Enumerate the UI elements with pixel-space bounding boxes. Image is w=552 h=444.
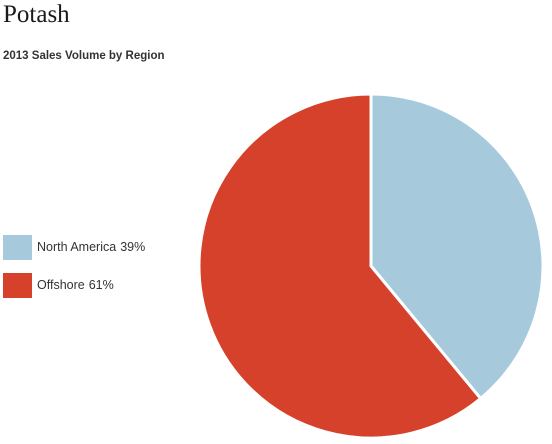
legend-item-offshore[interactable]: Offshore 61%	[3, 272, 173, 298]
pie-slice-north-america[interactable]	[369, 92, 545, 401]
legend-item-north-america[interactable]: North America 39%	[3, 234, 173, 260]
legend-value-offshore: 61%	[88, 278, 114, 292]
page-title: Potash	[3, 1, 70, 28]
legend-value-north-america: 39%	[120, 240, 146, 254]
legend-category-offshore: Offshore	[37, 278, 85, 292]
legend-label-offshore: Offshore 61%	[37, 278, 114, 292]
legend-label-north-america: North America 39%	[37, 240, 145, 254]
pie-slice-offshore[interactable]	[197, 92, 483, 440]
legend-swatch-offshore	[3, 272, 32, 298]
legend-category-north-america: North America	[37, 240, 117, 254]
chart-legend: North America 39% Offshore 61%	[3, 234, 173, 310]
chart-title: 2013 Sales Volume by Region	[3, 50, 165, 62]
legend-swatch-north-america	[3, 234, 32, 260]
